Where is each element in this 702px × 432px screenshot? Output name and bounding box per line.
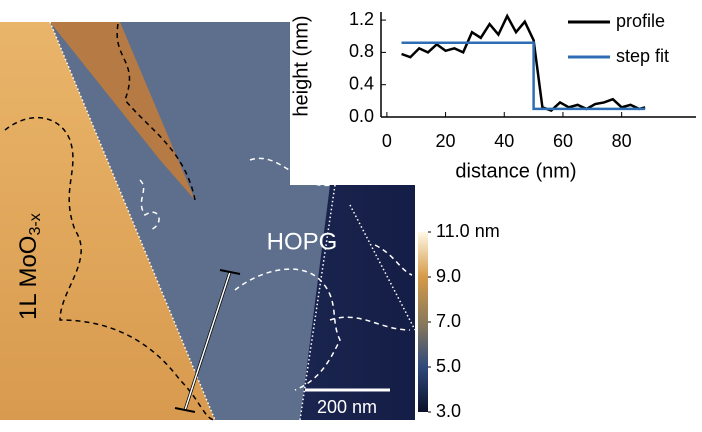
y-tick-label: 0.4: [349, 73, 374, 93]
y-tick-label: 1.2: [349, 9, 374, 29]
bilayer-region: [50, 22, 195, 200]
data-line: [401, 13, 646, 112]
x-tick-label: 80: [612, 131, 632, 151]
chart-layer: 0.0 0.4 0.8 1.2 0 20 40 60 80 profile step fit 11.0…: [349, 8, 702, 421]
legend-label: step fit: [616, 46, 669, 66]
colorbar: [418, 232, 428, 412]
colorbar-tick-label: 7.0: [436, 311, 461, 331]
step-region: [50, 22, 330, 420]
x-tick-label: 0: [382, 131, 392, 151]
mono-region: [0, 22, 215, 420]
profile-cap: [174, 407, 196, 413]
x-tick-label: 60: [553, 131, 573, 151]
substrate-label: HOPG: [267, 228, 338, 255]
x-tick-label: 40: [494, 131, 514, 151]
profile-line: [184, 271, 231, 411]
step-edge: [349, 204, 416, 331]
x-axis-title: distance (nm): [455, 160, 576, 182]
y-axis-title: height (nm): [290, 15, 312, 116]
colorbar-tick-label: 11.0 nm: [436, 221, 500, 241]
domain-contour: [139, 157, 413, 391]
x-tick-label: 20: [436, 131, 456, 151]
colorbar-tick-label: 9.0: [436, 266, 461, 286]
colorbar-tick-label: 5.0: [436, 356, 461, 376]
y-tick-label: 0.8: [349, 41, 374, 61]
data-line: [401, 41, 646, 111]
domain-contour: [4, 23, 216, 421]
scale-bar-label: 200 nm: [317, 397, 377, 417]
material-label-subscript: 3-x: [27, 213, 44, 235]
profile-cap: [219, 269, 241, 275]
material-label: 1L MoO3-x: [15, 213, 44, 320]
material-label-main: 1L MoO: [15, 236, 42, 320]
colorbar-tick-label: 3.0: [436, 401, 461, 421]
legend-label: profile: [616, 11, 665, 31]
y-tick-label: 0.0: [349, 106, 374, 126]
